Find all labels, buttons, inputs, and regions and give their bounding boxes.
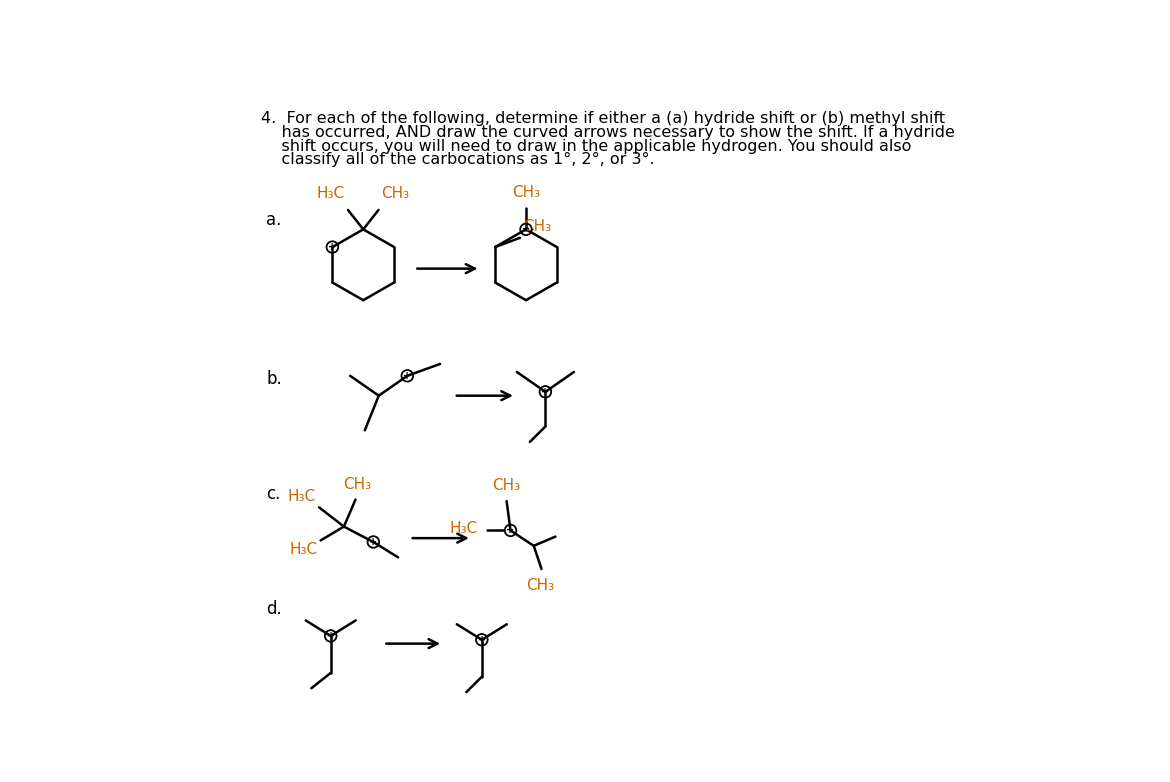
Text: d.: d. [267, 601, 282, 619]
Text: +: + [542, 387, 550, 396]
Text: CH₃: CH₃ [493, 479, 521, 493]
Text: +: + [404, 371, 412, 381]
Text: H₃C: H₃C [317, 186, 345, 202]
Text: 4.  For each of the following, determine if either a (a) hydride shift or (b) me: 4. For each of the following, determine … [261, 111, 945, 126]
Text: H₃C: H₃C [449, 522, 479, 536]
Text: +: + [522, 224, 530, 235]
Text: CH₃: CH₃ [512, 185, 541, 200]
Text: +: + [507, 526, 515, 536]
Text: +: + [329, 242, 337, 252]
Text: +: + [477, 635, 486, 645]
Text: classify all of the carbocations as 1°, 2°, or 3°.: classify all of the carbocations as 1°, … [261, 152, 654, 167]
Text: CH₃: CH₃ [525, 578, 555, 594]
Text: +: + [370, 537, 378, 547]
Text: a.: a. [267, 211, 282, 229]
Text: shift occurs, you will need to draw in the applicable hydrogen. You should also: shift occurs, you will need to draw in t… [261, 138, 911, 153]
Text: has occurred, AND draw the curved arrows necessary to show the shift. If a hydri: has occurred, AND draw the curved arrows… [261, 124, 955, 140]
Text: CH₃: CH₃ [381, 186, 410, 202]
Text: +: + [326, 631, 335, 641]
Text: H₃C: H₃C [289, 542, 317, 557]
Text: c.: c. [267, 485, 281, 503]
Text: CH₃: CH₃ [343, 477, 371, 492]
Text: b.: b. [267, 370, 282, 388]
Text: H₃C: H₃C [288, 490, 316, 504]
Text: CH₃: CH₃ [523, 219, 551, 234]
